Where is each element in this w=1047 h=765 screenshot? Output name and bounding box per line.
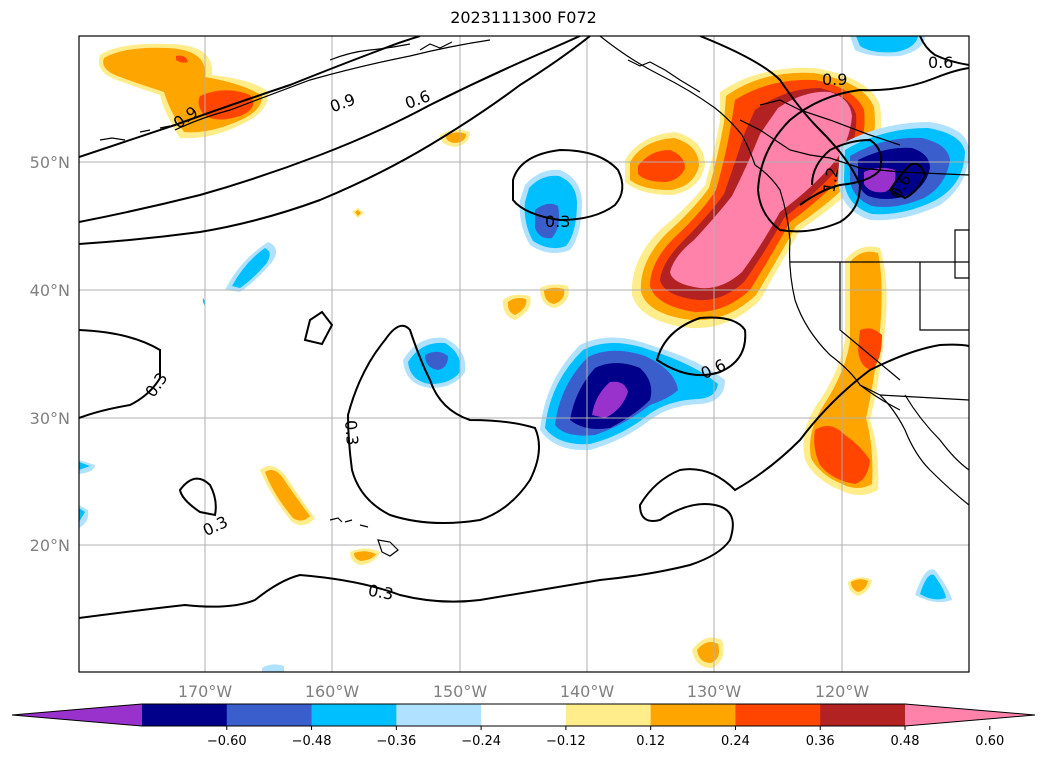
svg-text:0.3: 0.3 [367, 581, 395, 604]
colorbar-segment [142, 704, 228, 726]
lon-label-140: 140°W [560, 682, 615, 701]
contours [79, 36, 969, 619]
colorbar-tick-label: −0.36 [376, 734, 416, 749]
colorbar-segment [226, 704, 313, 726]
colorbar-extend-high [905, 704, 1035, 726]
anomaly-topright-negative [850, 36, 925, 57]
anomaly-small-features [79, 460, 952, 672]
colorbar-tick-label: 0.60 [975, 734, 1004, 749]
map-frame [78, 35, 970, 673]
colorbar-tick-label: 0.24 [721, 734, 750, 749]
colorbar-tick-label: −0.12 [546, 734, 586, 749]
lon-label-120: 120°W [815, 682, 870, 701]
colorbar-segment [311, 704, 397, 726]
colorbar: −0.60 −0.48 −0.36 −0.24 −0.12 0.12 0.24 0.36 0.4… [11, 703, 1036, 749]
anomaly-blue-45n [519, 169, 582, 254]
lat-label-50: 50°N [30, 153, 70, 172]
anomaly-orange-dots-40n [352, 129, 569, 320]
anomaly-orange-small-50n [625, 132, 705, 195]
colorbar-segment [565, 704, 652, 726]
anomaly-large-negative-32n [540, 337, 725, 451]
svg-text:0.9: 0.9 [822, 70, 847, 89]
coastlines [99, 36, 969, 557]
colorbar-tick-label: 0.48 [891, 734, 920, 749]
anomaly-orange-26n [260, 466, 315, 526]
lon-label-170: 170°W [178, 682, 233, 701]
colorbar-segment [735, 704, 821, 726]
lat-label-20: 20°N [30, 536, 70, 555]
lat-label-30: 30°N [30, 409, 70, 428]
colorbar-tick-label: −0.48 [292, 734, 332, 749]
lon-labels: 170°W 160°W 150°W 140°W 130°W 120°W [178, 682, 870, 701]
lon-label-160: 160°W [305, 682, 360, 701]
colorbar-segment [396, 704, 482, 726]
lat-labels: 50°N 40°N 30°N 20°N [30, 153, 70, 555]
colorbar-segment [820, 704, 906, 726]
colorbar-tick-label: −0.60 [207, 734, 247, 749]
map-title: 2023111300 F072 [450, 8, 597, 27]
colorbar-extend-low [12, 704, 142, 726]
colorbar-outline [11, 703, 1036, 727]
lon-label-150: 150°W [433, 682, 488, 701]
colorbar-tick-label: −0.24 [461, 734, 501, 749]
colorbar-tick-label: 0.12 [636, 734, 665, 749]
svg-text:0.3: 0.3 [341, 419, 362, 446]
colorbar-tick-label: 0.36 [806, 734, 835, 749]
graticule [79, 36, 969, 672]
lat-label-40: 40°N [30, 281, 70, 300]
colorbar-segment [650, 704, 736, 726]
svg-text:0.3: 0.3 [545, 212, 570, 231]
lon-label-130: 130°W [687, 682, 742, 701]
svg-text:0.6: 0.6 [928, 53, 953, 72]
anomaly-blue-35n [403, 337, 466, 388]
svg-text:1.2: 1.2 [819, 166, 842, 194]
colorbar-segment [481, 704, 567, 726]
